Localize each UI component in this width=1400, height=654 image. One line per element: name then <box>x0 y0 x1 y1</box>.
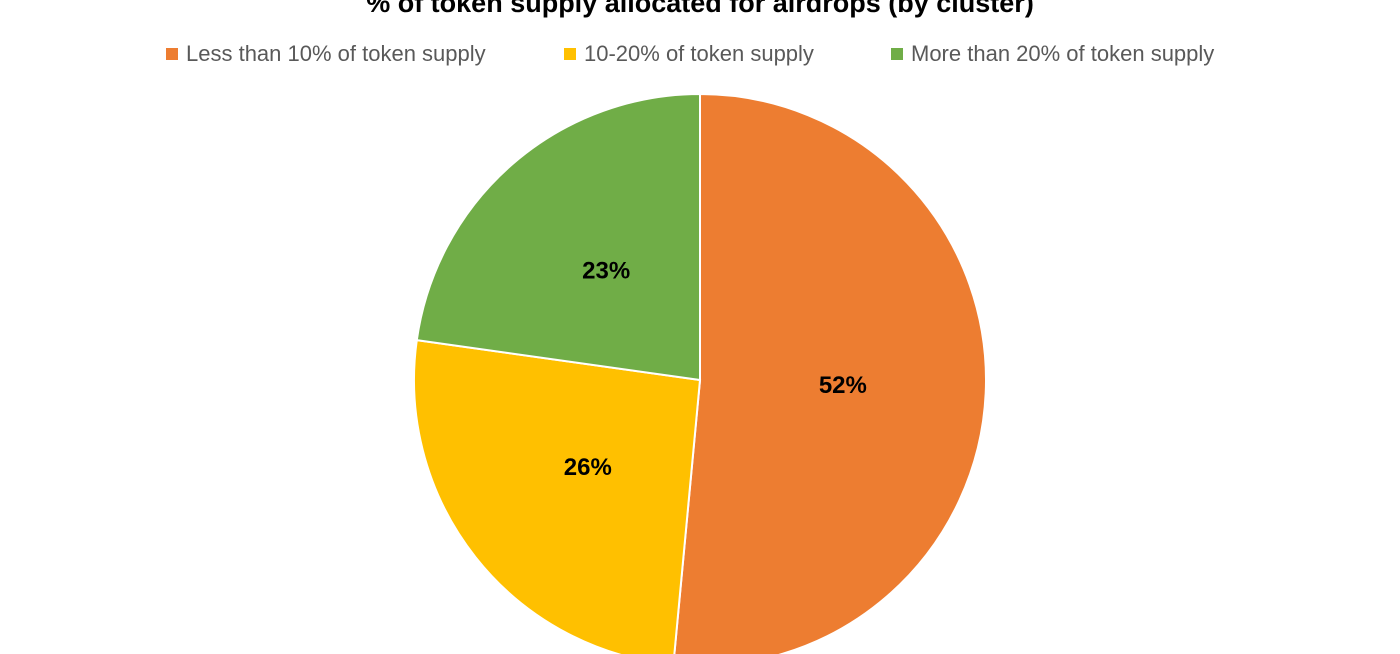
pie-slice <box>415 92 701 382</box>
pie-slice <box>413 338 702 654</box>
value-label: 26% <box>564 454 612 481</box>
pie-slice <box>673 92 987 654</box>
chart-title: % of token supply allocated for airdrops… <box>366 0 1034 18</box>
legend-marker <box>166 48 178 60</box>
legend-marker <box>564 48 576 60</box>
value-label: 23% <box>582 257 630 284</box>
legend-label: Less than 10% of token supply <box>186 41 486 66</box>
legend-marker <box>891 48 903 60</box>
legend-label: More than 20% of token supply <box>911 41 1214 66</box>
value-label: 52% <box>819 372 867 399</box>
legend-label: 10-20% of token supply <box>584 41 814 66</box>
